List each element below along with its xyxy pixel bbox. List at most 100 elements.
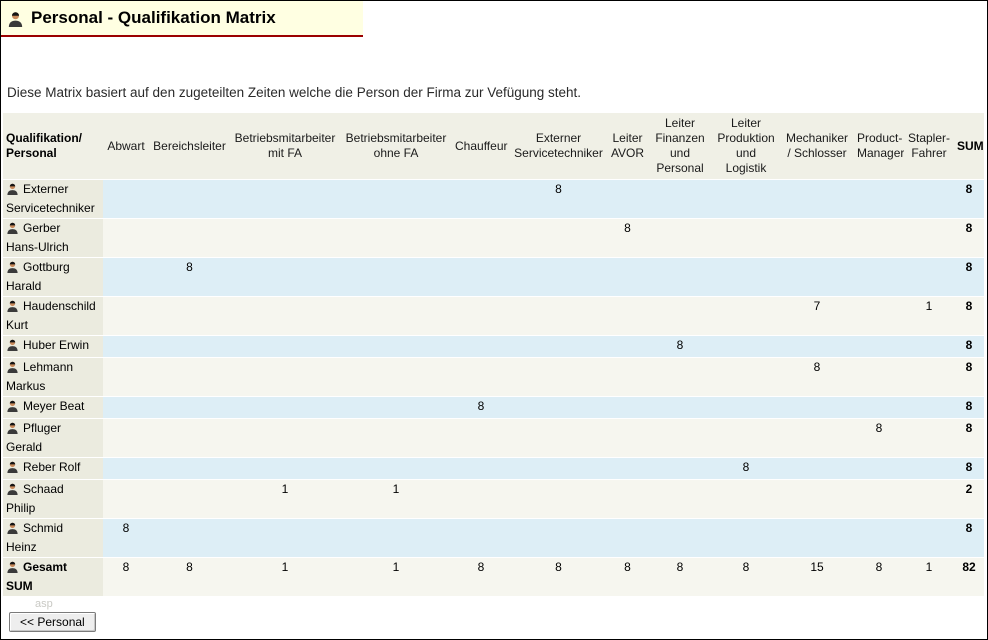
person-icon xyxy=(7,10,24,27)
person-name: Reber Rolf xyxy=(23,460,81,474)
value-cell: 1 xyxy=(230,557,340,597)
value-cell xyxy=(854,457,904,480)
value-cell xyxy=(230,396,340,419)
value-cell xyxy=(648,357,712,397)
person-row: Haudenschild Kurt 7 1 8 xyxy=(3,296,984,336)
person-row: Reber Rolf 8 8 xyxy=(3,457,984,480)
value-cell xyxy=(230,335,340,358)
person-icon xyxy=(6,560,19,578)
value-cell xyxy=(854,396,904,419)
person-row: Schmid Heinz 8 8 xyxy=(3,518,984,558)
value-cell xyxy=(854,335,904,358)
value-cell xyxy=(607,357,648,397)
person-row: Gottburg Harald 8 8 xyxy=(3,257,984,297)
value-cell xyxy=(340,179,452,219)
title-bar: Personal - Qualifikation Matrix xyxy=(1,1,363,37)
value-cell xyxy=(149,296,230,336)
row-sum-cell: 8 xyxy=(954,296,984,336)
value-cell xyxy=(510,479,607,519)
value-cell xyxy=(340,418,452,458)
person-name-cell: Schaad Philip xyxy=(3,479,103,519)
column-header: Abwart xyxy=(103,113,149,180)
value-cell xyxy=(648,457,712,480)
person-row: Externer Servicetechniker 8 8 xyxy=(3,179,984,219)
value-cell xyxy=(854,179,904,219)
value-cell xyxy=(648,396,712,419)
person-row: Pfluger Gerald 8 8 xyxy=(3,418,984,458)
value-cell xyxy=(607,179,648,219)
person-name-cell: Huber Erwin xyxy=(3,335,103,358)
value-cell xyxy=(340,396,452,419)
value-cell: 8 xyxy=(648,557,712,597)
value-cell xyxy=(712,296,780,336)
value-cell xyxy=(854,357,904,397)
person-name: Gerber Hans-Ulrich xyxy=(6,221,69,254)
value-cell xyxy=(607,335,648,358)
value-cell xyxy=(149,357,230,397)
person-row: Lehmann Markus 8 8 xyxy=(3,357,984,397)
value-cell xyxy=(904,257,954,297)
value-cell xyxy=(452,457,510,480)
value-cell xyxy=(904,418,954,458)
person-name: Gottburg Harald xyxy=(6,260,70,293)
value-cell xyxy=(452,257,510,297)
row-sum-cell: 8 xyxy=(954,518,984,558)
value-cell xyxy=(648,518,712,558)
value-cell: 8 xyxy=(648,335,712,358)
person-icon xyxy=(6,482,19,500)
value-cell xyxy=(780,335,854,358)
column-header: Leiter AVOR xyxy=(607,113,648,180)
value-cell xyxy=(854,296,904,336)
person-name: Gesamt SUM xyxy=(6,560,68,593)
value-cell: 8 xyxy=(854,418,904,458)
value-cell xyxy=(712,257,780,297)
value-cell xyxy=(340,457,452,480)
person-name-cell: Haudenschild Kurt xyxy=(3,296,103,336)
value-cell xyxy=(340,257,452,297)
value-cell: 8 xyxy=(510,179,607,219)
value-cell xyxy=(103,335,149,358)
value-cell: 8 xyxy=(607,557,648,597)
back-button[interactable]: << Personal xyxy=(9,612,96,632)
person-name-cell: Gerber Hans-Ulrich xyxy=(3,218,103,258)
value-cell xyxy=(648,418,712,458)
person-row: Huber Erwin 8 8 xyxy=(3,335,984,358)
header-row: Qualifikation/ Personal Abwart Bereichslei… xyxy=(3,113,984,180)
value-cell xyxy=(452,479,510,519)
total-label-cell: Gesamt SUM xyxy=(3,557,103,597)
value-cell xyxy=(452,357,510,397)
person-name-cell: Lehmann Markus xyxy=(3,357,103,397)
value-cell xyxy=(904,479,954,519)
value-cell: 8 xyxy=(510,557,607,597)
value-cell xyxy=(452,335,510,358)
value-cell: 1 xyxy=(230,479,340,519)
value-cell: 8 xyxy=(712,557,780,597)
person-name-cell: Externer Servicetechniker xyxy=(3,179,103,219)
column-header: Leiter Produktion und Logistik xyxy=(712,113,780,180)
value-cell xyxy=(452,179,510,219)
row-sum-cell: 8 xyxy=(954,257,984,297)
value-cell xyxy=(780,257,854,297)
value-cell xyxy=(780,479,854,519)
value-cell: 8 xyxy=(712,457,780,480)
person-name: Externer Servicetechniker xyxy=(6,182,95,215)
person-name: Schmid Heinz xyxy=(6,521,64,554)
value-cell xyxy=(103,457,149,480)
value-cell xyxy=(230,218,340,258)
value-cell xyxy=(340,218,452,258)
value-cell xyxy=(780,218,854,258)
person-name: Meyer Beat xyxy=(23,399,85,413)
person-icon xyxy=(6,521,19,539)
row-sum-cell: 2 xyxy=(954,479,984,519)
value-cell xyxy=(103,257,149,297)
column-header: Bereichsleiter xyxy=(149,113,230,180)
corner-header: Qualifikation/ Personal xyxy=(3,113,103,180)
value-cell xyxy=(340,357,452,397)
value-cell: 8 xyxy=(452,396,510,419)
row-sum-cell: 8 xyxy=(954,335,984,358)
value-cell xyxy=(780,396,854,419)
column-header: Stapler- Fahrer xyxy=(904,113,954,180)
value-cell xyxy=(712,396,780,419)
column-header: Externer Servicetechniker xyxy=(510,113,607,180)
